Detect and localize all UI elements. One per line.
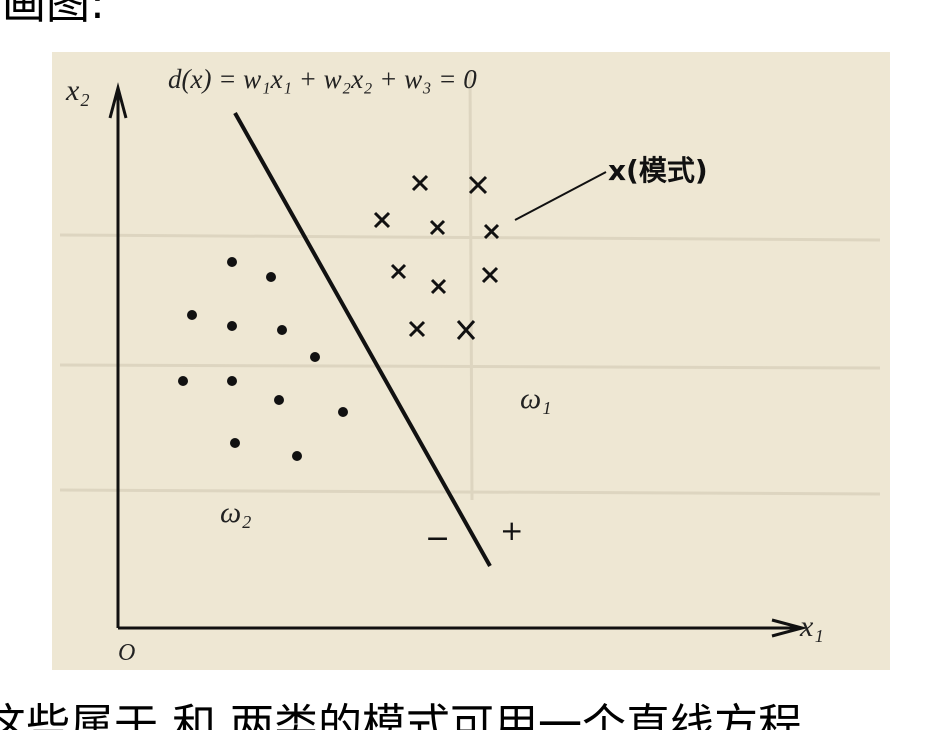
- origin-label: O: [118, 640, 135, 666]
- bleed-through-lines: [59, 69, 881, 501]
- class-1-label: ω₁: [520, 382, 552, 415]
- class-2-label: ω₂: [220, 496, 252, 529]
- decision-line: [233, 112, 492, 567]
- scanned-figure: x₂ x₁ O d(x) = w₁x₁ + w₂x₂ + w₃ = 0 x(模式…: [52, 52, 890, 670]
- y-axis-label: x₂: [65, 74, 90, 107]
- header-text: 画图:: [2, 0, 105, 29]
- axes: [108, 82, 808, 638]
- pointer-line: [514, 171, 607, 221]
- negative-side: −: [425, 521, 450, 556]
- x-axis-label: x₁: [799, 610, 824, 643]
- pattern-label: x(模式): [608, 154, 708, 187]
- class-2-points: [178, 257, 348, 461]
- class-1-points: [373, 174, 500, 340]
- equation: d(x) = w₁x₁ + w₂x₂ + w₃ = 0: [168, 64, 477, 94]
- positive-side: +: [500, 514, 523, 547]
- footer-text: 这些属于 和 两类的模式可用一个直线方程: [0, 700, 802, 730]
